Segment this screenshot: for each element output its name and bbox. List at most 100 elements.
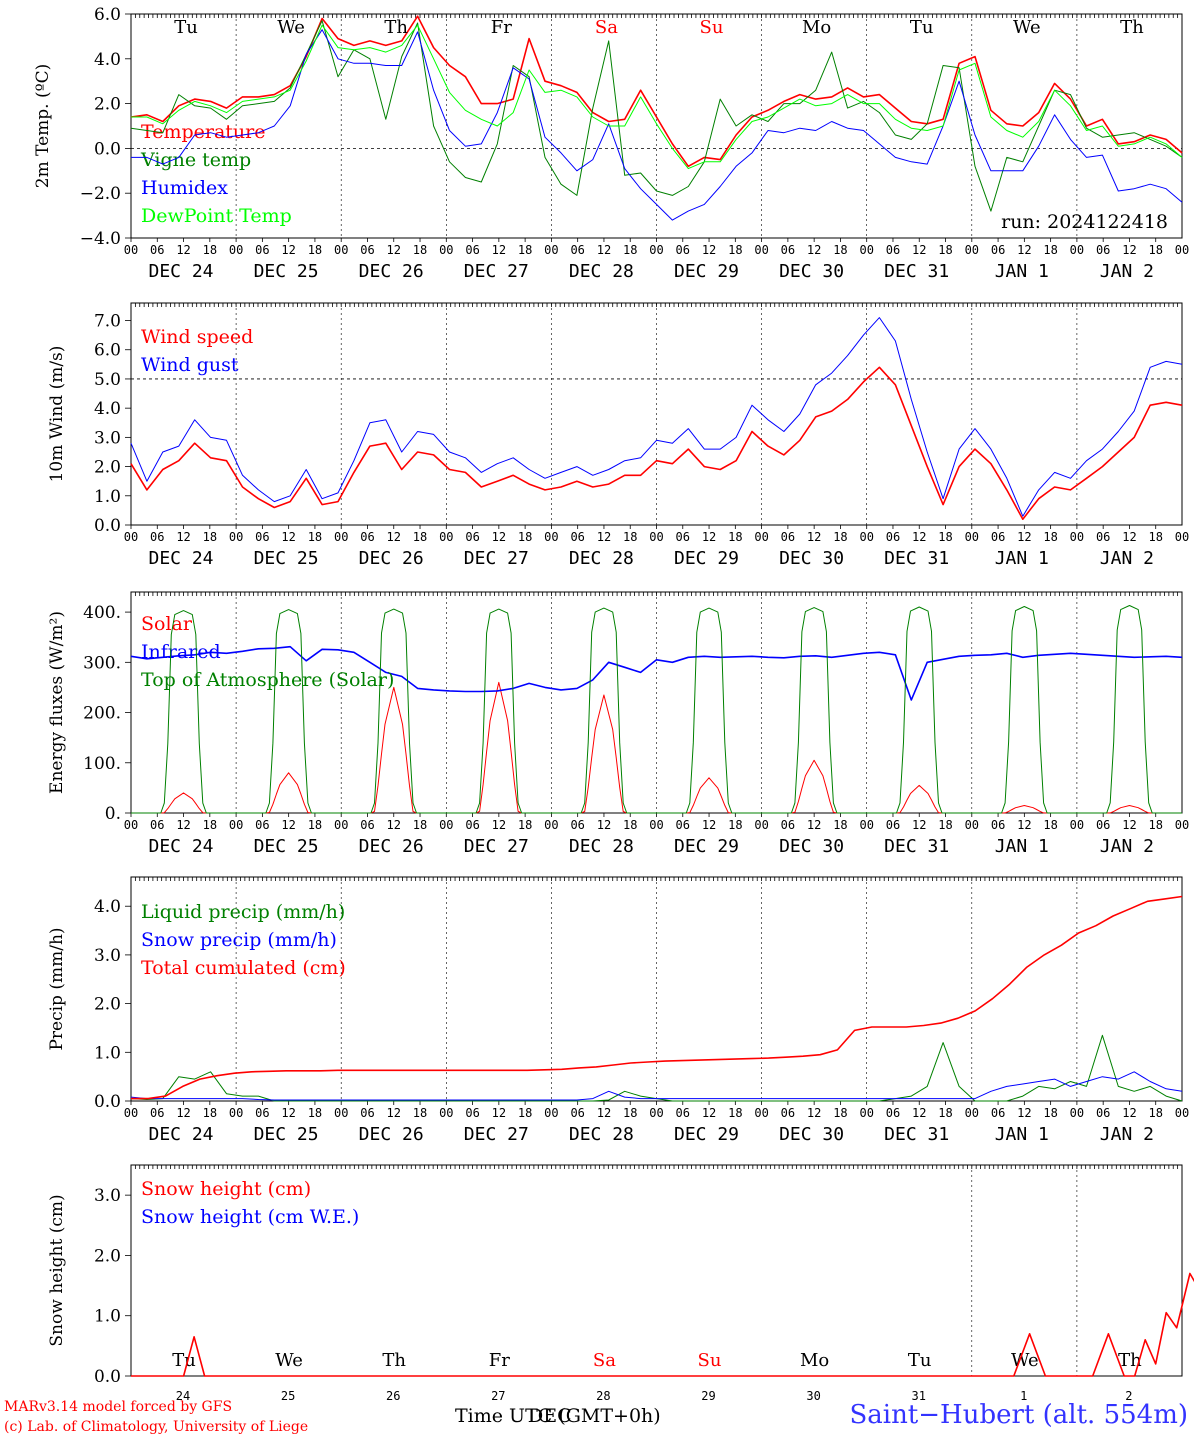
x-hour-label: 12: [176, 530, 190, 544]
x-hour-label: 12: [387, 243, 401, 257]
x-hour-label: 06: [465, 818, 479, 832]
x-hour-label: 12: [176, 818, 190, 832]
x-hour-label: 18: [1043, 530, 1057, 544]
x-hour-label: 00: [1175, 1106, 1189, 1120]
x-hour-label: 06: [360, 243, 374, 257]
x-hour-label: 18: [413, 818, 427, 832]
time-axis-title: Time UTC (GMT+0h): [455, 1405, 661, 1427]
x-hour-label: 12: [597, 818, 611, 832]
x-hour-label: 12: [597, 1106, 611, 1120]
x-hour-label: 00: [649, 1106, 663, 1120]
y-axis-label: Energy fluxes (W/m²): [47, 611, 67, 794]
day-of-week-label-bottom: Sa: [593, 1350, 616, 1371]
x-hour-label: 12: [1017, 818, 1031, 832]
x-hour-label: 06: [360, 1106, 374, 1120]
x-hour-label: 06: [781, 1106, 795, 1120]
x-hour-label: 00: [229, 530, 243, 544]
series-line: [131, 1272, 1194, 1377]
x-hour-label: 12: [1017, 243, 1031, 257]
x-date-label: DEC 24: [148, 1124, 213, 1145]
x-hour-label: 00: [334, 1106, 348, 1120]
x-date-label: DEC 31: [884, 261, 949, 282]
x-date-label: DEC 29: [674, 836, 739, 857]
x-hour-label: 00: [124, 530, 138, 544]
x-day-tick-label: 24: [176, 1389, 190, 1403]
x-hour-label: 00: [544, 1106, 558, 1120]
x-date-label: JAN 1: [995, 1124, 1049, 1145]
x-hour-label: 12: [912, 818, 926, 832]
x-day-tick-label: 2: [1125, 1389, 1132, 1403]
x-hour-label: 12: [281, 530, 295, 544]
x-hour-label: 06: [150, 530, 164, 544]
x-hour-label: 12: [1017, 1106, 1031, 1120]
x-day-tick-label: 30: [806, 1389, 820, 1403]
x-hour-label: 12: [597, 243, 611, 257]
x-hour-label: 06: [1096, 818, 1110, 832]
y-tick-label: 0.0: [94, 516, 121, 536]
x-day-tick-label: 29: [701, 1389, 715, 1403]
x-hour-label: 00: [1070, 818, 1084, 832]
x-hour-label: 06: [570, 530, 584, 544]
x-hour-label: 00: [859, 530, 873, 544]
x-hour-label: 06: [676, 818, 690, 832]
x-hour-label: 18: [938, 818, 952, 832]
x-hour-label: 18: [1043, 1106, 1057, 1120]
x-hour-label: 12: [912, 530, 926, 544]
x-hour-label: 00: [1070, 530, 1084, 544]
x-date-label: JAN 2: [1100, 1124, 1154, 1145]
x-date-label: JAN 1: [995, 548, 1049, 569]
x-hour-label: 12: [176, 243, 190, 257]
y-tick-label: 4.0: [94, 50, 121, 70]
series-line: [131, 29, 1183, 221]
day-of-week-label: Th: [1120, 17, 1144, 38]
day-of-week-label: Sa: [595, 17, 618, 38]
y-tick-label: 300.: [83, 653, 121, 673]
x-hour-label: 12: [492, 1106, 506, 1120]
x-hour-label: 00: [544, 818, 558, 832]
x-date-label: DEC 24: [148, 261, 213, 282]
x-hour-label: 06: [465, 243, 479, 257]
day-of-week-label: Fr: [491, 17, 512, 38]
x-date-label: JAN 2: [1100, 548, 1154, 569]
x-hour-label: 18: [938, 530, 952, 544]
x-date-label: DEC 29: [674, 1124, 739, 1145]
x-hour-label: 18: [623, 1106, 637, 1120]
series-line: [130, 366, 1183, 520]
x-hour-label: 06: [991, 530, 1005, 544]
y-axis-label: Precip (mm/h): [47, 927, 67, 1050]
x-hour-label: 12: [492, 818, 506, 832]
x-hour-label: 18: [938, 243, 952, 257]
x-date-label: JAN 1: [995, 261, 1049, 282]
day-of-week-label: Th: [384, 17, 408, 38]
x-hour-label: 06: [781, 818, 795, 832]
y-tick-label: 200.: [83, 704, 121, 724]
legend-entry: Wind gust: [141, 354, 239, 376]
x-hour-label: 00: [544, 243, 558, 257]
x-date-label: DEC 25: [254, 1124, 319, 1145]
x-date-label: JAN 2: [1100, 261, 1154, 282]
y-tick-label: 4.0: [94, 897, 121, 917]
x-hour-label: 18: [413, 243, 427, 257]
lab-credit: (c) Lab. of Climatology, University of L…: [4, 1419, 309, 1435]
x-hour-label: 00: [649, 818, 663, 832]
x-hour-label: 06: [150, 243, 164, 257]
y-tick-label: −2.0: [80, 184, 121, 204]
x-hour-label: 06: [781, 243, 795, 257]
x-hour-label: 18: [728, 530, 742, 544]
day-of-week-label-bottom: Th: [1118, 1350, 1142, 1371]
legend-entry: Solar: [141, 613, 193, 635]
x-hour-label: 06: [991, 1106, 1005, 1120]
x-hour-label: 12: [702, 818, 716, 832]
day-of-week-label: Mo: [802, 17, 831, 38]
day-of-week-label-bottom: We: [1011, 1350, 1039, 1371]
x-hour-label: 12: [912, 243, 926, 257]
model-credit: MARv3.14 model forced by GFS: [4, 1399, 233, 1415]
x-date-label: DEC 30: [779, 548, 844, 569]
x-hour-label: 18: [833, 818, 847, 832]
legend-entry: Temperature: [141, 121, 265, 143]
x-date-label: DEC 28: [569, 1124, 634, 1145]
x-hour-label: 06: [1096, 243, 1110, 257]
x-hour-label: 12: [1122, 530, 1136, 544]
x-date-label: DEC 25: [254, 548, 319, 569]
x-hour-label: 00: [229, 243, 243, 257]
